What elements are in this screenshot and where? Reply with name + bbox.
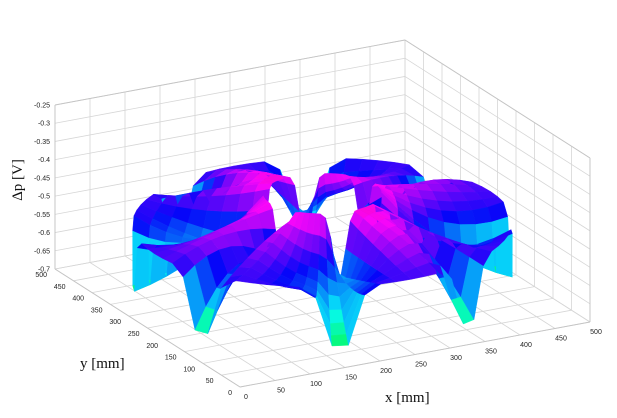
x-tick-label: 400: [520, 342, 532, 349]
side-wall-grid-line: [404, 112, 591, 232]
z-tick-label: -0.4: [38, 157, 50, 164]
y-tick-label: 0: [228, 390, 232, 397]
y-tick-label: 150: [165, 355, 177, 362]
back-wall-grid-line: [54, 94, 406, 161]
surface-patch: [488, 234, 509, 245]
z-tick-label: -0.5: [38, 194, 50, 201]
x-tick-label: 300: [450, 355, 462, 362]
surface: [132, 158, 513, 347]
x-tick-label: 150: [345, 375, 357, 382]
back-wall-grid-line: [54, 130, 406, 197]
axes-box-edge: [54, 268, 241, 388]
x-tick-label: 100: [310, 381, 322, 388]
y-tick-label: 200: [146, 343, 158, 350]
y-tick-label: 50: [206, 378, 214, 385]
back-wall-grid-line: [54, 112, 406, 179]
back-wall-grid-line: [54, 76, 406, 142]
y-tick-label: 250: [128, 331, 140, 338]
tick-labels: 0 50 100 150 200 250 300 350 400 450 500 0 50 100 150 2…: [34, 103, 602, 402]
z-tick-label: -0.55: [34, 212, 50, 219]
surface-patch: [329, 309, 345, 324]
surface-patch: [330, 322, 347, 336]
back-wall-grid-line: [54, 57, 406, 124]
x-axis-label: x [mm]: [385, 390, 430, 406]
z-tick-label: -0.7: [38, 267, 50, 274]
x-tick-label: 250: [415, 362, 427, 369]
y-tick-label: 350: [91, 307, 103, 314]
z-axis-label: Δp [V]: [10, 159, 26, 201]
x-tick-label: 50: [277, 388, 285, 395]
axes-box-edge: [404, 39, 591, 159]
side-wall-grid-line: [404, 76, 591, 195]
x-tick-label: 500: [590, 329, 602, 336]
axes-grid: [54, 39, 591, 388]
y-tick-label: 450: [54, 284, 66, 291]
z-tick-label: -0.25: [34, 103, 50, 110]
z-tick-label: -0.35: [34, 139, 50, 146]
side-wall-grid-line: [404, 94, 591, 214]
x-tick-label: 200: [380, 368, 392, 375]
axes-box-edge: [54, 39, 406, 106]
side-wall-grid-line: [404, 57, 591, 177]
y-tick-label: 300: [109, 319, 121, 326]
x-tick-label: 450: [555, 336, 567, 343]
x-tick-label: 350: [485, 349, 497, 356]
y-tick-label: 400: [72, 296, 84, 303]
x-tick-label: 0: [244, 394, 248, 401]
axes-box-edge: [239, 321, 591, 388]
y-tick-label: 500: [35, 272, 47, 279]
surface-patch: [330, 334, 349, 347]
floor-grid-line: [202, 298, 554, 364]
z-tick-label: -0.6: [38, 230, 50, 237]
y-axis-label: y [mm]: [80, 356, 125, 372]
z-tick-label: -0.45: [34, 175, 50, 182]
floor-grid-line: [221, 309, 572, 376]
z-tick-label: -0.65: [34, 248, 50, 255]
surface-patch: [319, 213, 327, 240]
z-tick-label: -0.3: [38, 121, 50, 128]
side-wall-grid-line: [404, 130, 591, 250]
y-tick-label: 100: [183, 366, 195, 373]
